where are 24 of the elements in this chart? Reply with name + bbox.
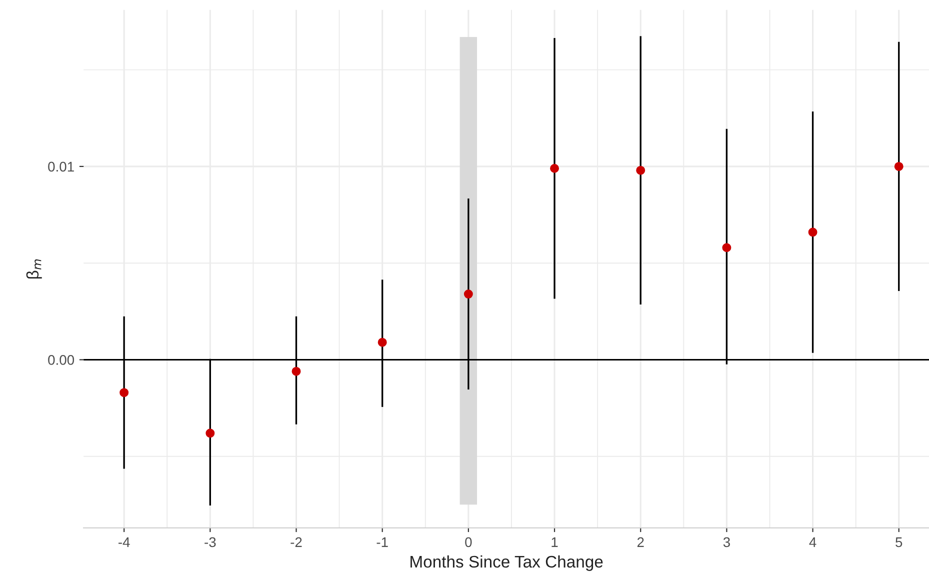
y-axis-title: β$_{m}$ xyxy=(26,259,42,279)
point xyxy=(722,243,732,252)
x-tick-label: -2 xyxy=(290,537,302,547)
point xyxy=(120,388,129,398)
y-tick-label: 0.00 xyxy=(48,355,74,365)
y-tick-label: 0.01 xyxy=(48,162,74,172)
x-tick-label: 2 xyxy=(637,537,644,547)
point xyxy=(636,166,646,175)
x-tick-label: 5 xyxy=(896,537,902,548)
x-tick-label: 4 xyxy=(809,537,816,547)
point xyxy=(550,164,560,173)
point xyxy=(292,366,301,376)
x-axis-title: Months Since Tax Change xyxy=(410,555,603,571)
point xyxy=(808,228,818,237)
x-tick-label: 1 xyxy=(552,537,558,547)
x-tick-label: -3 xyxy=(204,537,216,548)
point xyxy=(378,338,387,347)
point xyxy=(894,162,904,171)
x-tick-label: 0 xyxy=(465,537,472,548)
x-tick-label: -1 xyxy=(376,537,388,547)
point xyxy=(206,428,215,438)
x-tick-label: -4 xyxy=(118,537,130,547)
x-tick-label: 3 xyxy=(723,537,730,548)
point xyxy=(464,290,473,299)
